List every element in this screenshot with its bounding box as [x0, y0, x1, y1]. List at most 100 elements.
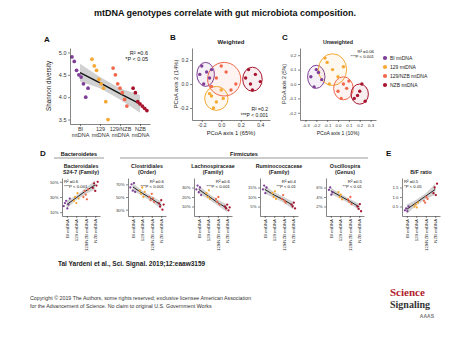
y-tick-mark	[126, 184, 128, 185]
x-axis: -0.3-0.2-0.10.00.10.20.3	[301, 120, 377, 128]
x-tick: 129/NZB mtDNA	[216, 216, 221, 251]
x-tick-label: 0.4	[257, 122, 264, 128]
panel-letter: E	[386, 149, 392, 158]
x-tick: -0.2	[313, 120, 321, 128]
point	[312, 85, 315, 88]
annotation: *P < 0.05	[404, 184, 422, 189]
x-axis-line	[301, 120, 377, 121]
y-tick-label: 0.5	[393, 204, 400, 209]
x-tick: NZB mtDNA	[225, 216, 230, 243]
annotation: **P < 0.01	[343, 184, 363, 189]
point	[432, 192, 434, 194]
point	[423, 200, 425, 202]
y-axis-line	[402, 179, 403, 217]
group-label: Bacteroidetes	[61, 151, 97, 157]
point	[148, 196, 150, 198]
legend-label: BI mtDNA	[390, 55, 413, 61]
point	[329, 186, 331, 188]
point	[140, 193, 142, 195]
point	[79, 75, 83, 79]
point	[69, 197, 71, 199]
point	[95, 184, 97, 186]
x-tick-label: -0.1	[324, 123, 332, 128]
point	[144, 191, 146, 193]
x-tick-mark	[407, 216, 408, 218]
chart: -0.20.00.2-0.20.00.20.4WeightedR² =0.2**…	[173, 39, 271, 136]
y-tick-mark	[126, 210, 128, 211]
point	[358, 90, 361, 93]
point	[142, 196, 144, 198]
point	[134, 191, 136, 193]
x-tick-label: 129/NZB mtDNA	[216, 219, 221, 251]
point	[158, 202, 160, 204]
y-tick-label: 3.5	[59, 117, 67, 123]
point	[84, 95, 88, 99]
point	[94, 190, 96, 192]
y-tick: -0.1	[289, 96, 300, 101]
x-axis-line	[193, 120, 271, 121]
point	[340, 97, 343, 100]
x-tick: -0.2	[198, 120, 207, 128]
y-tick-label: 15%	[248, 185, 257, 190]
point	[92, 64, 96, 68]
point	[72, 60, 76, 64]
y-tick: 5.0	[59, 50, 70, 56]
group-ellipse	[351, 84, 368, 104]
y-tick: 10%	[50, 210, 62, 215]
point	[244, 76, 247, 79]
x-tick-label: BI mtDNA	[263, 219, 268, 238]
x-axis-line	[71, 124, 151, 125]
y-tick-mark	[68, 97, 70, 98]
copyright: Copyright © 2019 The Authors, some right…	[30, 295, 251, 301]
fit-line	[133, 187, 162, 205]
point	[67, 203, 69, 205]
x-axis: BI mtDNA129 mtDNA129/NZB mtDNANZB mtDNA	[327, 216, 365, 251]
point	[131, 86, 135, 90]
point	[271, 192, 273, 194]
legend-marker	[383, 56, 387, 60]
x-tick: 0.2	[238, 120, 245, 128]
chart: 5%10%15%BI mtDNA129 mtDNA129/NZB mtDNANZ…	[248, 163, 302, 251]
group-rule	[120, 158, 368, 159]
group-ellipse	[243, 67, 263, 91]
x-tick: 0.1	[346, 120, 353, 128]
point	[281, 198, 283, 200]
point	[229, 206, 231, 208]
y-tick: 50%	[50, 180, 62, 185]
y-tick-label: 1.5	[393, 185, 400, 190]
point	[205, 192, 207, 194]
x-tick-mark	[133, 216, 134, 218]
point	[139, 190, 141, 192]
x-tick-label: 129 mtDNA	[272, 219, 277, 241]
point	[86, 86, 90, 90]
y-tick-mark	[258, 197, 260, 198]
point	[309, 75, 312, 78]
x-tick-label: 129/NZB mtDNA	[282, 219, 287, 251]
point	[97, 181, 99, 183]
x-tick: NZBmtDNA	[132, 124, 150, 138]
point	[349, 196, 351, 198]
x-tick-label: NZB mtDNA	[433, 219, 438, 243]
point	[111, 66, 115, 70]
x-tick-mark	[359, 216, 360, 218]
x-tick-mark	[95, 216, 96, 218]
point	[292, 205, 294, 207]
point	[340, 193, 342, 195]
y-tick-label: 10%	[50, 210, 59, 215]
y-axis: -0.20.00.2	[180, 49, 193, 121]
point	[75, 202, 77, 204]
point	[163, 203, 165, 205]
logo-word: Signaling	[390, 299, 430, 310]
y-tick: 0.0	[291, 82, 300, 87]
point	[217, 196, 219, 198]
point	[234, 82, 237, 85]
x-tick-label: 0.3	[368, 123, 375, 128]
point	[435, 194, 437, 196]
group-ellipse	[334, 77, 354, 100]
y-axis: 2%4%6%	[316, 179, 326, 217]
figure-container: mtDNA genotypes correlate with gut micro…	[0, 0, 450, 338]
x-tick-label: 0.2	[238, 122, 245, 128]
point	[247, 68, 250, 71]
y-axis-line	[62, 179, 63, 217]
x-tick: 129/NZBmtDNA	[110, 124, 132, 138]
